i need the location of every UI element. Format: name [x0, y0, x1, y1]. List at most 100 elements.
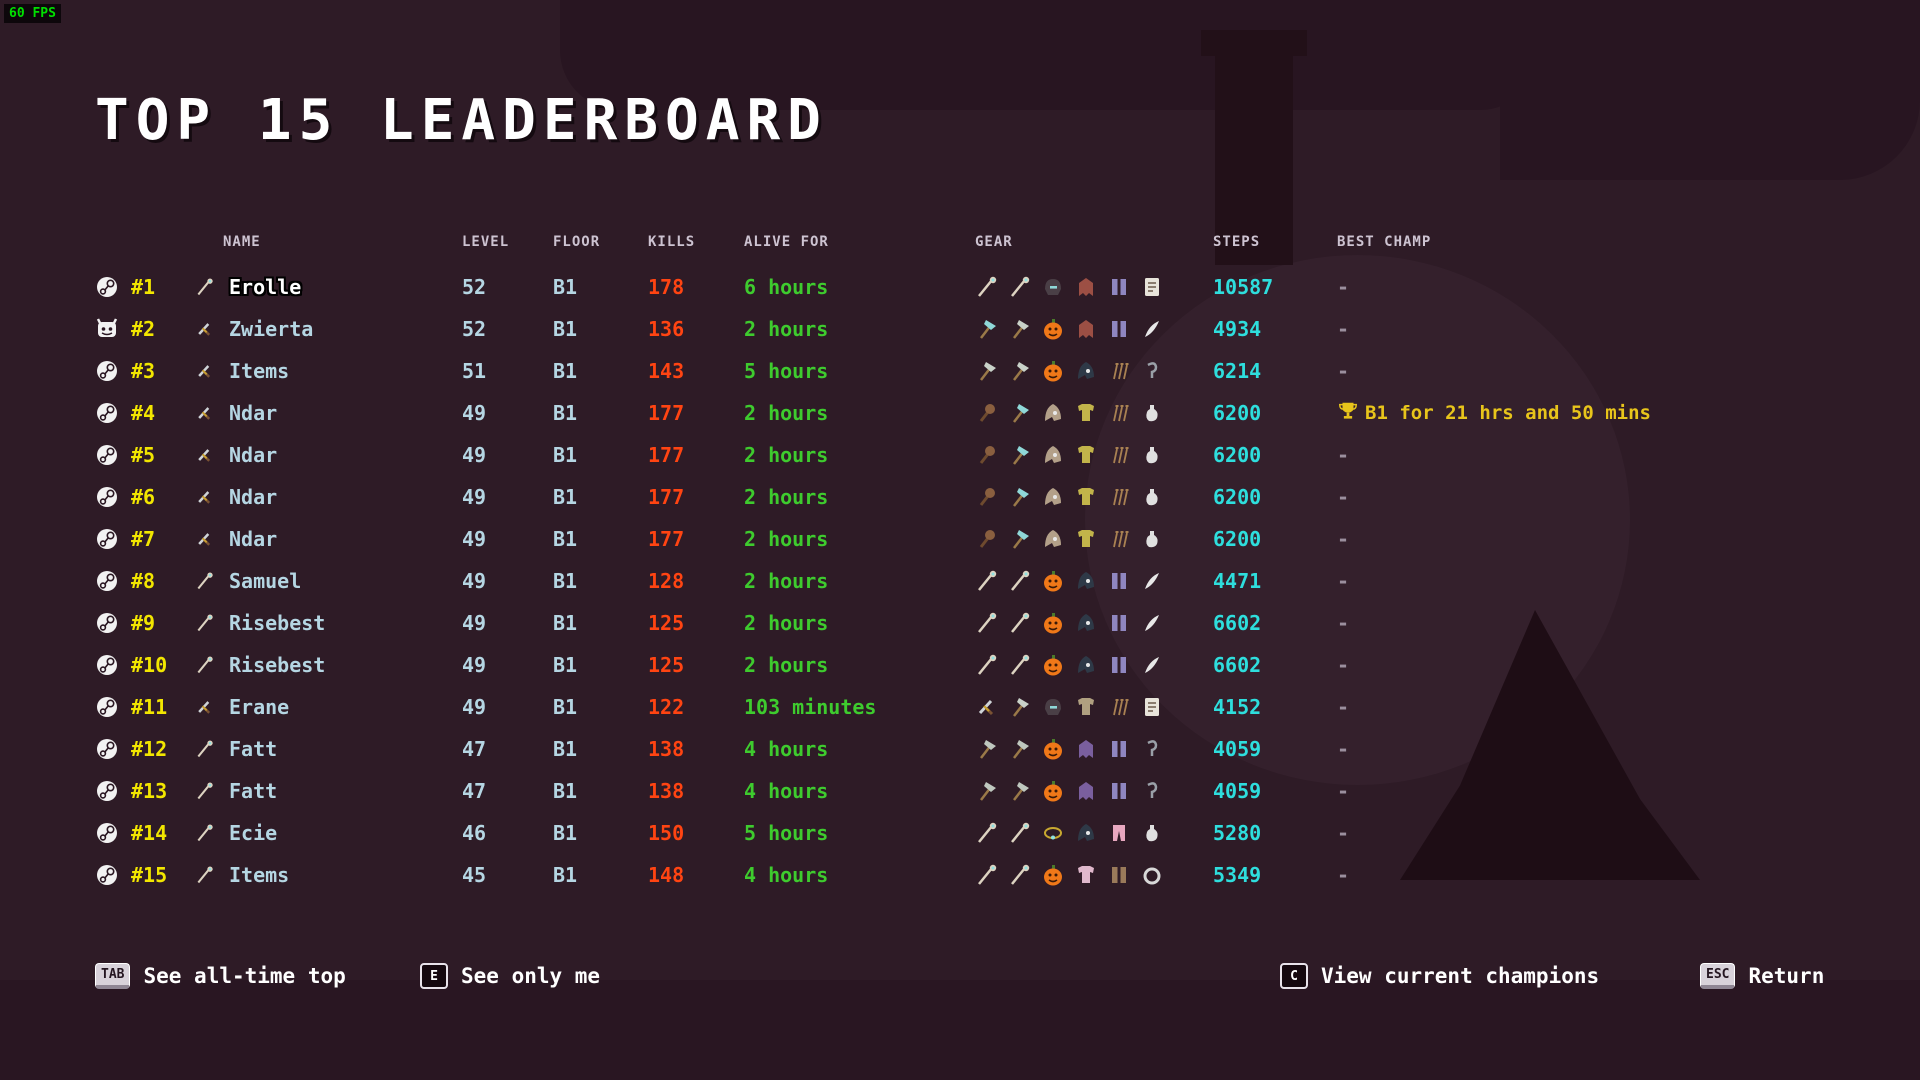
kills-value: 122 [648, 695, 685, 719]
rank-label: #14 [131, 821, 168, 845]
robe-icon [1074, 275, 1098, 299]
level-value: 46 [462, 821, 487, 845]
gear-icons [975, 569, 1213, 593]
best-champ-value: - [1337, 527, 1350, 551]
steps-value: 5349 [1213, 863, 1262, 887]
staff-icon [1008, 821, 1032, 845]
boots-icon [1107, 653, 1131, 677]
rank-label: #11 [131, 695, 168, 719]
level-value: 47 [462, 737, 487, 761]
table-row: #9 Risebest 49 B1 125 2 hours 6602 - [95, 602, 1920, 644]
action-view-current-champions[interactable]: C View current champions [1280, 963, 1599, 989]
action-return[interactable]: ESC Return [1700, 963, 1824, 989]
steps-value: 6200 [1213, 485, 1262, 509]
kills-value: 143 [648, 359, 685, 383]
floor-value: B1 [553, 737, 578, 761]
table-row: #2 Zwierta 52 B1 136 2 hours 4934 - [95, 308, 1920, 350]
steps-value: 4471 [1213, 569, 1262, 593]
level-value: 49 [462, 527, 487, 551]
sword-icon [195, 697, 223, 717]
flask-icon [1140, 443, 1164, 467]
robe-icon [1074, 317, 1098, 341]
armor-icon [1074, 527, 1098, 551]
action-label: See all-time top [143, 964, 346, 988]
staff-icon [1008, 569, 1032, 593]
level-value: 52 [462, 317, 487, 341]
staff-icon [975, 821, 999, 845]
arrows-icon [1107, 359, 1131, 383]
axe-icon [1008, 695, 1032, 719]
column-header-kills: KILLS [648, 234, 696, 250]
player-name: Ndar [229, 527, 278, 551]
steps-value: 6602 [1213, 653, 1262, 677]
staff-icon [195, 865, 223, 885]
level-value: 49 [462, 653, 487, 677]
esc-key-icon: ESC [1700, 963, 1736, 989]
action-label: See only me [461, 964, 601, 988]
alive-for-value: 5 hours [744, 821, 829, 845]
action-see-only-me[interactable]: E See only me [420, 963, 600, 989]
steps-value: 6214 [1213, 359, 1262, 383]
sword-icon [195, 529, 223, 549]
pumpkin-icon [1041, 653, 1065, 677]
staff-icon [195, 739, 223, 759]
rank-label: #2 [131, 317, 156, 341]
scroll-icon [1140, 275, 1164, 299]
alive-for-value: 2 hours [744, 401, 829, 425]
rank-label: #7 [131, 527, 156, 551]
player-name: Fatt [229, 779, 278, 803]
steam-platform-icon [95, 443, 131, 467]
alive-for-value: 2 hours [744, 527, 829, 551]
club-icon [975, 401, 999, 425]
action-see-all-time-top[interactable]: TAB See all-time top [95, 963, 346, 989]
level-value: 45 [462, 863, 487, 887]
kills-value: 138 [648, 779, 685, 803]
boots-icon [1107, 275, 1131, 299]
feather-icon [1140, 317, 1164, 341]
rank-label: #10 [131, 653, 168, 677]
armor-icon [1074, 443, 1098, 467]
table-header-row: NAME LEVEL FLOOR KILLS ALIVE FOR GEAR STEPS BES… [95, 226, 1920, 258]
robe-icon [1074, 779, 1098, 803]
steps-value: 6200 [1213, 443, 1262, 467]
staff-icon [195, 613, 223, 633]
trophy-icon [1337, 400, 1359, 427]
staff-icon [975, 653, 999, 677]
axe-icon [1008, 401, 1032, 425]
table-row: #11 Erane 49 B1 122 103 minutes 4152 - [95, 686, 1920, 728]
hood-icon [1074, 611, 1098, 635]
background-ground [0, 980, 1920, 1080]
staff-icon [975, 611, 999, 635]
table-row: #14 Ecie 46 B1 150 5 hours 5280 - [95, 812, 1920, 854]
best-champ-value: - [1337, 821, 1350, 845]
player-name: Items [229, 863, 290, 887]
table-row: #1 Erolle 52 B1 178 6 hours 10587 - [95, 266, 1920, 308]
leaderboard-table: NAME LEVEL FLOOR KILLS ALIVE FOR GEAR STEPS BES… [95, 226, 1920, 896]
steps-value: 6602 [1213, 611, 1262, 635]
best-champ-text: B1 for 21 hrs and 50 mins [1365, 402, 1651, 424]
rank-label: #1 [131, 275, 156, 299]
player-name: Risebest [229, 653, 326, 677]
feather-icon [1140, 569, 1164, 593]
steam-platform-icon [95, 821, 131, 845]
boots-icon [1107, 611, 1131, 635]
ring-icon [1140, 863, 1164, 887]
staff-icon [1008, 275, 1032, 299]
hook-icon [1140, 737, 1164, 761]
gear-icons [975, 275, 1213, 299]
level-value: 47 [462, 779, 487, 803]
rank-label: #6 [131, 485, 156, 509]
steam-platform-icon [95, 569, 131, 593]
staff-icon [975, 275, 999, 299]
steam-platform-icon [95, 275, 131, 299]
steam-platform-icon [95, 863, 131, 887]
best-champ-value: - [1337, 569, 1350, 593]
sword-icon [975, 695, 999, 719]
hook-icon [1140, 779, 1164, 803]
kills-value: 136 [648, 317, 685, 341]
kills-value: 177 [648, 527, 685, 551]
column-header-level: LEVEL [462, 234, 510, 250]
arrows-icon [1107, 443, 1131, 467]
boots-icon [1107, 317, 1131, 341]
best-champ-value: - [1337, 611, 1350, 635]
